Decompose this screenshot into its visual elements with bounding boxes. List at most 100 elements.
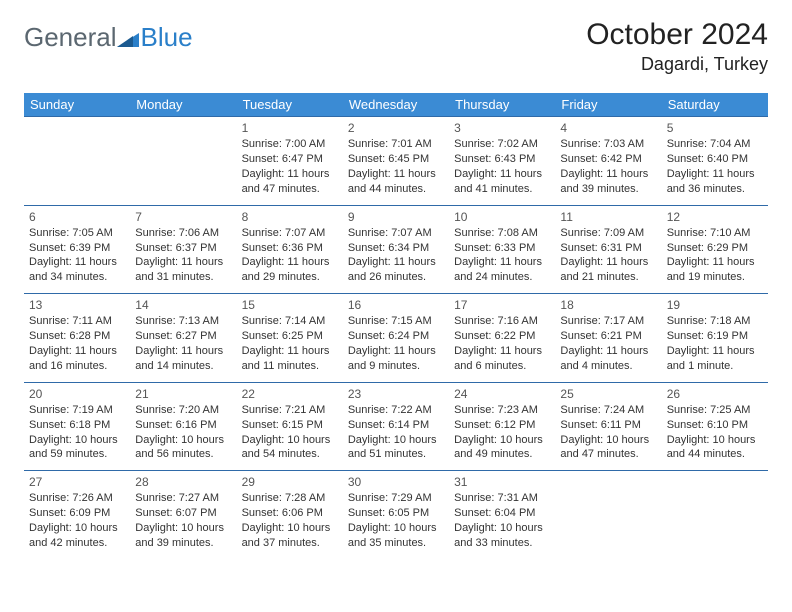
day-number: 28 (135, 474, 231, 490)
day-detail-line: Sunrise: 7:24 AM (560, 403, 656, 418)
day-detail-line: Sunrise: 7:09 AM (560, 226, 656, 241)
day-number: 19 (667, 297, 763, 313)
calendar-day-cell: 30Sunrise: 7:29 AMSunset: 6:05 PMDayligh… (343, 471, 449, 559)
day-detail-line: and 37 minutes. (242, 536, 338, 551)
day-detail-line: Daylight: 10 hours (242, 433, 338, 448)
day-detail-line: and 39 minutes. (135, 536, 231, 551)
day-detail-line: and 24 minutes. (454, 270, 550, 285)
day-detail-line: Sunset: 6:14 PM (348, 418, 444, 433)
day-detail-line: and 16 minutes. (29, 359, 125, 374)
day-number: 10 (454, 209, 550, 225)
day-detail-line: and 47 minutes. (242, 182, 338, 197)
weekday-header: Sunday (24, 93, 130, 117)
day-detail-line: Sunset: 6:19 PM (667, 329, 763, 344)
day-detail-line: Sunset: 6:22 PM (454, 329, 550, 344)
weekday-header: Monday (130, 93, 236, 117)
day-detail-line: Sunrise: 7:22 AM (348, 403, 444, 418)
weekday-header: Friday (555, 93, 661, 117)
day-detail-line: Sunset: 6:45 PM (348, 152, 444, 167)
day-detail-line: and 49 minutes. (454, 447, 550, 462)
day-number: 25 (560, 386, 656, 402)
day-detail-line: Sunrise: 7:18 AM (667, 314, 763, 329)
day-detail-line: Sunrise: 7:19 AM (29, 403, 125, 418)
calendar-body: 1Sunrise: 7:00 AMSunset: 6:47 PMDaylight… (24, 117, 768, 559)
day-detail-line: and 47 minutes. (560, 447, 656, 462)
day-detail-line: Sunrise: 7:02 AM (454, 137, 550, 152)
day-number: 23 (348, 386, 444, 402)
day-detail-line: Daylight: 10 hours (135, 521, 231, 536)
day-detail-line: Sunset: 6:34 PM (348, 241, 444, 256)
day-number: 9 (348, 209, 444, 225)
calendar-day-cell: 12Sunrise: 7:10 AMSunset: 6:29 PMDayligh… (662, 205, 768, 294)
calendar-day-cell: 2Sunrise: 7:01 AMSunset: 6:45 PMDaylight… (343, 117, 449, 206)
day-detail-line: and 9 minutes. (348, 359, 444, 374)
logo: General Blue (24, 18, 193, 53)
day-detail-line: Daylight: 11 hours (29, 344, 125, 359)
day-detail-line: Daylight: 10 hours (29, 521, 125, 536)
day-detail-line: Daylight: 10 hours (560, 433, 656, 448)
day-detail-line: Sunrise: 7:07 AM (348, 226, 444, 241)
day-detail-line: Sunrise: 7:21 AM (242, 403, 338, 418)
weekday-header: Thursday (449, 93, 555, 117)
calendar-day-cell: 7Sunrise: 7:06 AMSunset: 6:37 PMDaylight… (130, 205, 236, 294)
day-detail-line: Sunset: 6:06 PM (242, 506, 338, 521)
day-detail-line: Sunrise: 7:14 AM (242, 314, 338, 329)
day-detail-line: Sunset: 6:04 PM (454, 506, 550, 521)
day-detail-line: Sunrise: 7:01 AM (348, 137, 444, 152)
calendar-day-cell (555, 471, 661, 559)
day-detail-line: Sunset: 6:36 PM (242, 241, 338, 256)
day-detail-line: Daylight: 11 hours (135, 255, 231, 270)
day-detail-line: Sunrise: 7:05 AM (29, 226, 125, 241)
day-detail-line: Sunrise: 7:16 AM (454, 314, 550, 329)
calendar-day-cell: 25Sunrise: 7:24 AMSunset: 6:11 PMDayligh… (555, 382, 661, 471)
calendar-day-cell: 13Sunrise: 7:11 AMSunset: 6:28 PMDayligh… (24, 294, 130, 383)
calendar-day-cell: 24Sunrise: 7:23 AMSunset: 6:12 PMDayligh… (449, 382, 555, 471)
day-detail-line: Sunrise: 7:28 AM (242, 491, 338, 506)
day-detail-line: Sunset: 6:18 PM (29, 418, 125, 433)
calendar-day-cell: 9Sunrise: 7:07 AMSunset: 6:34 PMDaylight… (343, 205, 449, 294)
weekday-row: SundayMondayTuesdayWednesdayThursdayFrid… (24, 93, 768, 117)
day-detail-line: Daylight: 10 hours (348, 521, 444, 536)
day-detail-line: and 31 minutes. (135, 270, 231, 285)
day-detail-line: Sunset: 6:43 PM (454, 152, 550, 167)
day-detail-line: Sunset: 6:12 PM (454, 418, 550, 433)
day-number: 4 (560, 120, 656, 136)
calendar-day-cell: 5Sunrise: 7:04 AMSunset: 6:40 PMDaylight… (662, 117, 768, 206)
weekday-header: Saturday (662, 93, 768, 117)
day-number: 24 (454, 386, 550, 402)
day-number: 16 (348, 297, 444, 313)
day-detail-line: and 6 minutes. (454, 359, 550, 374)
day-detail-line: Daylight: 10 hours (135, 433, 231, 448)
day-detail-line: Daylight: 11 hours (560, 255, 656, 270)
day-detail-line: Daylight: 10 hours (348, 433, 444, 448)
day-number: 2 (348, 120, 444, 136)
calendar-day-cell: 8Sunrise: 7:07 AMSunset: 6:36 PMDaylight… (237, 205, 343, 294)
day-detail-line: Sunset: 6:07 PM (135, 506, 231, 521)
calendar-day-cell: 16Sunrise: 7:15 AMSunset: 6:24 PMDayligh… (343, 294, 449, 383)
day-detail-line: Sunrise: 7:17 AM (560, 314, 656, 329)
day-number: 18 (560, 297, 656, 313)
day-detail-line: Daylight: 11 hours (348, 344, 444, 359)
day-number: 8 (242, 209, 338, 225)
day-detail-line: Sunrise: 7:04 AM (667, 137, 763, 152)
day-detail-line: Sunset: 6:15 PM (242, 418, 338, 433)
day-detail-line: Sunrise: 7:13 AM (135, 314, 231, 329)
day-detail-line: Sunset: 6:24 PM (348, 329, 444, 344)
calendar-day-cell: 3Sunrise: 7:02 AMSunset: 6:43 PMDaylight… (449, 117, 555, 206)
day-detail-line: Sunset: 6:09 PM (29, 506, 125, 521)
day-detail-line: and 21 minutes. (560, 270, 656, 285)
calendar-day-cell: 26Sunrise: 7:25 AMSunset: 6:10 PMDayligh… (662, 382, 768, 471)
calendar-day-cell: 17Sunrise: 7:16 AMSunset: 6:22 PMDayligh… (449, 294, 555, 383)
day-detail-line: and 51 minutes. (348, 447, 444, 462)
day-number: 5 (667, 120, 763, 136)
day-number: 15 (242, 297, 338, 313)
day-detail-line: Daylight: 11 hours (560, 167, 656, 182)
calendar-day-cell: 22Sunrise: 7:21 AMSunset: 6:15 PMDayligh… (237, 382, 343, 471)
day-detail-line: Daylight: 10 hours (242, 521, 338, 536)
day-number: 22 (242, 386, 338, 402)
day-detail-line: and 39 minutes. (560, 182, 656, 197)
day-detail-line: Daylight: 11 hours (667, 167, 763, 182)
calendar-day-cell: 31Sunrise: 7:31 AMSunset: 6:04 PMDayligh… (449, 471, 555, 559)
day-detail-line: Sunset: 6:40 PM (667, 152, 763, 167)
day-detail-line: and 36 minutes. (667, 182, 763, 197)
